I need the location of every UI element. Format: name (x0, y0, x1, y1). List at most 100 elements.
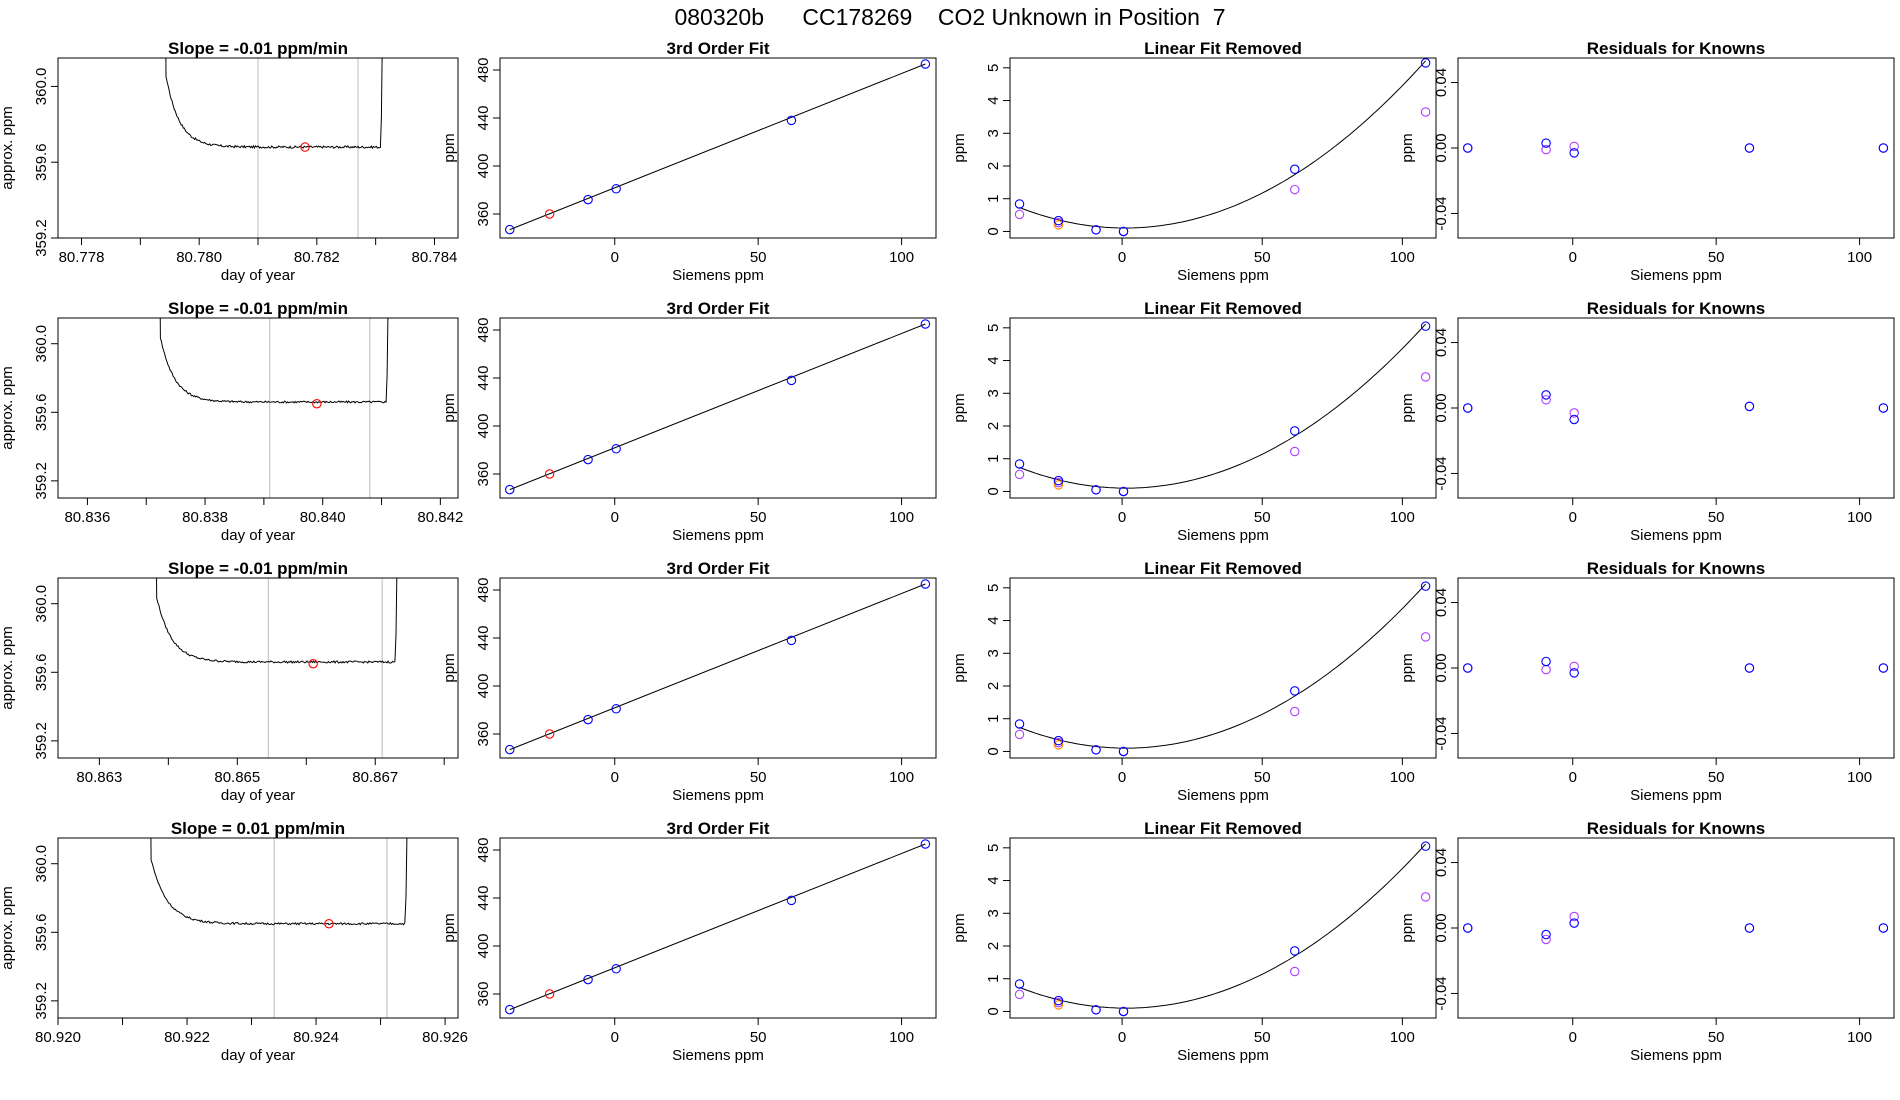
plot-area (505, 59, 931, 235)
y-tick-label: 2 (985, 162, 1002, 170)
known-point (1878, 663, 1889, 673)
y-tick-label: 2 (985, 682, 1002, 690)
plot-area (1014, 58, 1431, 237)
panel-title: Linear Fit Removed (1144, 299, 1302, 318)
panel-r2-c0: Slope = -0.01 ppm/min 80.863 80.865 80.867 3… (0, 559, 459, 804)
x-tick-label: 80.863 (76, 769, 122, 786)
plot-area (505, 579, 931, 755)
plot-area (1463, 138, 1889, 158)
trace-line (165, 58, 383, 150)
known-point (1118, 1006, 1129, 1017)
panel-title: Residuals for Knowns (1587, 299, 1766, 318)
panel-r3-c3: Residuals for Knowns 0 50 100 -0.04 0.00 0.04 S… (1399, 819, 1895, 1064)
excluded-point (1053, 740, 1064, 750)
known-point (786, 375, 797, 386)
known-point (1053, 215, 1064, 226)
y-tick-label: 0 (985, 227, 1002, 235)
plot-area (156, 578, 398, 758)
plot-area (1014, 841, 1431, 1017)
y-tick-label: 3 (985, 129, 1002, 137)
y-tick-label: 0.00 (1433, 653, 1450, 682)
known-point (1569, 414, 1579, 425)
x-tick-label: 100 (889, 1029, 914, 1046)
x-tick-label: 50 (1708, 509, 1725, 526)
y-tick-label: 3 (985, 909, 1002, 917)
known-point (1463, 663, 1473, 673)
y-tick-label: -0.04 (1433, 456, 1450, 490)
plot-area (1014, 321, 1431, 497)
known-point (1744, 663, 1755, 673)
x-tick-label: 80.922 (164, 1029, 210, 1046)
panel-r0-c2: Linear Fit Removed 0 50 100 0 1 2 3 4 5 Siemens pp… (951, 39, 1437, 284)
known-point (1569, 668, 1579, 678)
known-point (1420, 58, 1431, 68)
y-tick-label: 0.04 (1433, 328, 1450, 357)
y-axis-label: approx. ppm (0, 886, 16, 969)
y-tick-label: 360 (475, 201, 492, 226)
y-tick-label: 359.6 (33, 914, 50, 952)
y-tick-label: 440 (475, 365, 492, 390)
known-point (786, 635, 797, 646)
x-tick-label: 80.867 (352, 769, 398, 786)
y-axis-label: approx. ppm (0, 366, 16, 449)
known-point (1289, 686, 1300, 696)
x-tick-label: 80.840 (300, 509, 346, 526)
panel-r3-c2: Linear Fit Removed 0 50 100 0 1 2 3 4 5 Siemens pp… (951, 819, 1437, 1064)
y-axis-label: ppm (441, 133, 458, 162)
known-point (611, 444, 621, 454)
x-tick-label: 0 (1118, 249, 1126, 266)
plot-frame (1009, 57, 1437, 239)
known-point (1091, 1005, 1101, 1015)
panel-title: Slope = 0.01 ppm/min (171, 819, 345, 838)
panel-r0-c3: Residuals for Knowns 0 50 100 -0.04 0.00 0.04 S… (1399, 39, 1895, 284)
x-tick-label: 100 (1390, 769, 1415, 786)
x-tick-label: 0 (1569, 1029, 1577, 1046)
x-axis-label: Siemens ppm (1630, 527, 1722, 544)
x-tick-label: 80.920 (35, 1029, 81, 1046)
panel-r3-c1: 3rd Order Fit 0 50 100 360 400 440 480 Siemens p… (441, 819, 937, 1064)
panel-title: 3rd Order Fit (667, 39, 770, 58)
y-tick-label: 3 (985, 389, 1002, 397)
panel-r2-c3: Residuals for Knowns 0 50 100 -0.04 0.00 0.04 S… (1399, 559, 1895, 804)
y-tick-label: 4 (985, 876, 1002, 884)
unknown-point (1420, 632, 1431, 642)
panel-title: 3rd Order Fit (667, 819, 770, 838)
figure-title: 080320b CC178269 CO2 Unknown in Position… (674, 4, 1226, 30)
known-point (611, 704, 621, 714)
y-tick-label: 359.2 (33, 982, 50, 1020)
x-axis-label: Siemens ppm (1630, 787, 1722, 804)
known-point (505, 744, 515, 755)
known-point (1541, 656, 1551, 667)
reference-point (544, 729, 555, 739)
y-tick-label: 0.04 (1433, 848, 1450, 877)
known-point (1091, 745, 1101, 755)
known-point (583, 194, 593, 205)
known-point (920, 59, 931, 69)
y-tick-label: 0.00 (1433, 393, 1450, 422)
y-tick-label: 0.00 (1433, 133, 1450, 162)
plot-frame (499, 837, 937, 1019)
known-point (611, 184, 621, 194)
y-tick-label: -0.04 (1433, 976, 1450, 1010)
quadratic-curve (1019, 843, 1426, 1009)
y-tick-label: 1 (985, 975, 1002, 983)
known-point (1744, 401, 1755, 412)
x-tick-label: 0 (1118, 1029, 1126, 1046)
known-point (1420, 321, 1431, 331)
trace-line (150, 838, 408, 926)
panel-r2-c1: 3rd Order Fit 0 50 100 360 400 440 480 Siemens p… (441, 559, 937, 804)
plot-frame (1009, 317, 1437, 499)
reference-point (544, 469, 555, 479)
plot-frame (57, 317, 459, 499)
x-tick-label: 50 (1254, 769, 1271, 786)
fit-line (509, 63, 926, 231)
x-tick-label: 50 (1254, 1029, 1271, 1046)
unknown-point (1569, 911, 1579, 922)
y-tick-label: -0.04 (1433, 716, 1450, 750)
known-point (1463, 923, 1473, 933)
trace-marker (300, 142, 310, 152)
known-point (1541, 138, 1551, 148)
plot-frame (1457, 577, 1895, 759)
y-tick-label: 440 (475, 105, 492, 130)
known-point (1014, 459, 1025, 469)
